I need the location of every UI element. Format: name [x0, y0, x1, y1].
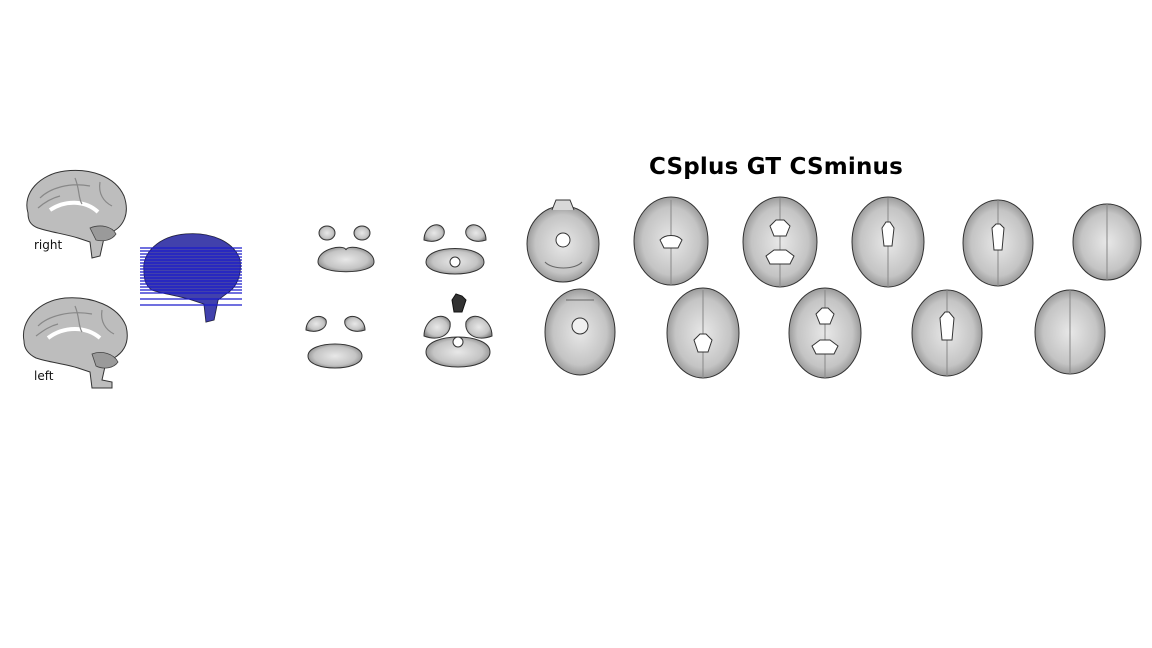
axial-slice-top-8 — [1072, 203, 1142, 281]
axial-slice-top-4 — [633, 196, 709, 286]
sagittal-right-brain — [26, 169, 127, 259]
axial-slice-bottom-7 — [1034, 289, 1106, 375]
figure-title: CSplus GT CSminus — [649, 154, 904, 180]
axial-slice-bottom-5 — [788, 287, 862, 379]
axial-slice-top-6 — [851, 196, 925, 288]
axial-slice-bottom-3 — [544, 288, 616, 376]
axial-slice-top-1 — [317, 225, 375, 273]
left-label: left — [34, 369, 54, 383]
axial-slice-top-7 — [962, 199, 1034, 287]
axial-slice-bottom-4 — [666, 287, 740, 379]
slice-lines — [140, 247, 242, 306]
sagittal-left-brain — [22, 297, 128, 389]
axial-slice-bottom-1 — [305, 315, 366, 369]
axial-slice-top-2 — [423, 224, 487, 275]
axial-slice-bottom-6 — [911, 289, 983, 377]
slice-locator-brain — [140, 233, 242, 323]
axial-slice-top-5 — [742, 196, 818, 288]
axial-slice-top-3 — [526, 199, 600, 283]
axial-slice-bottom-2 — [423, 293, 493, 368]
right-label: right — [34, 238, 63, 252]
